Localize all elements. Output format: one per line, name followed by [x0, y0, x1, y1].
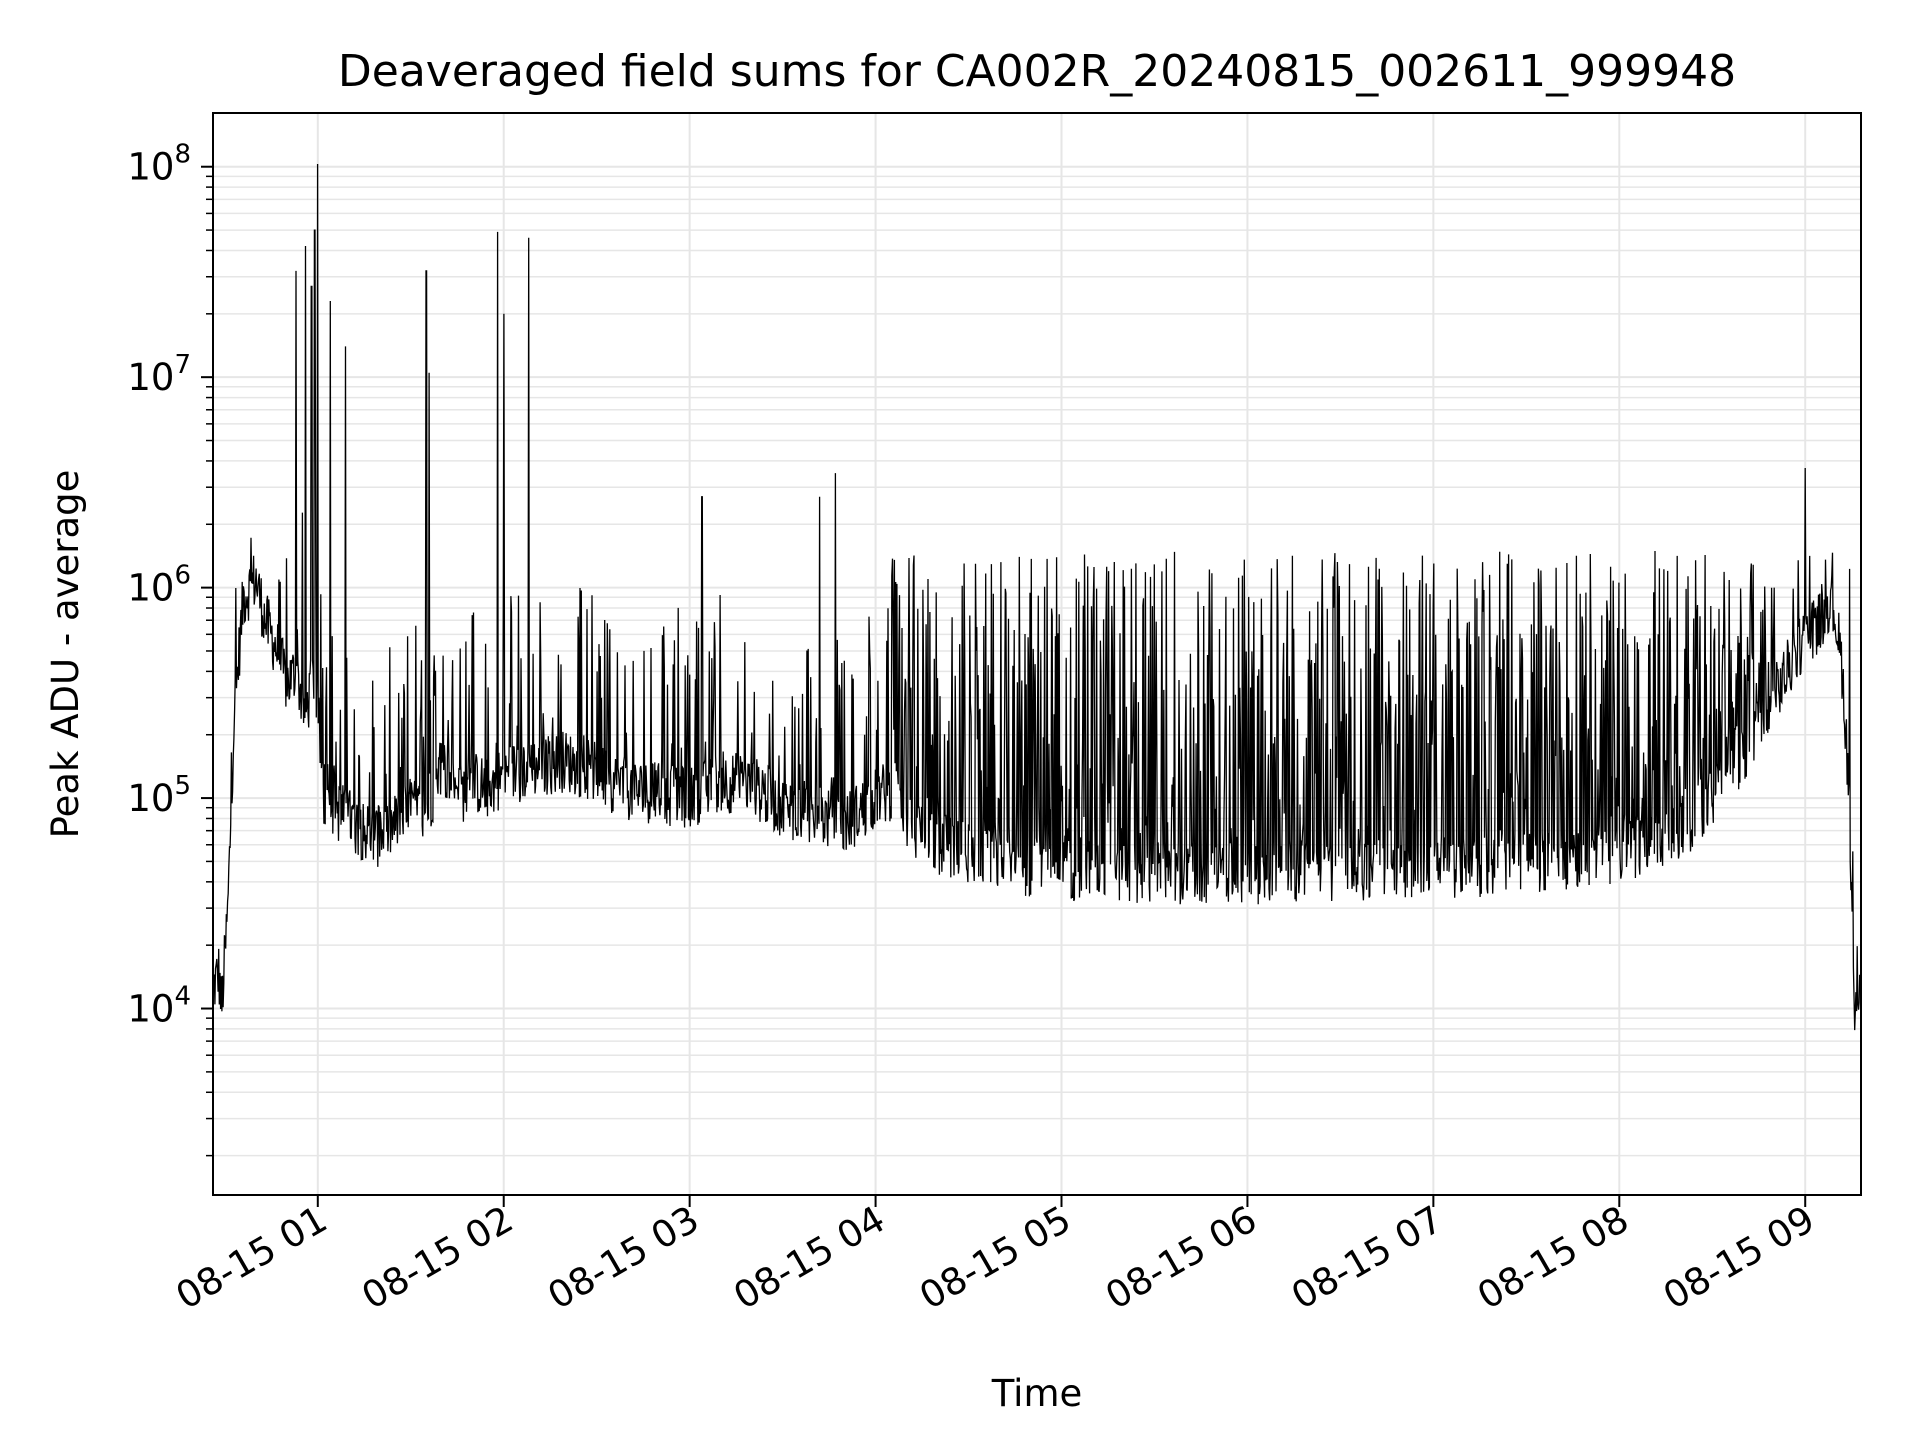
data-line [213, 163, 1861, 1031]
y-axis-label: Peak ADU - average [44, 470, 87, 839]
y-tick-label: 107 [127, 350, 191, 399]
y-tick-label: 106 [127, 561, 191, 610]
y-axis: 104 105 106 107 108 [127, 140, 213, 1157]
x-axis-label: Time [991, 1372, 1083, 1415]
y-tick-label: 108 [127, 140, 191, 189]
plot-frame [212, 112, 1862, 1196]
chart-title: Deaveraged field sums for CA002R_2024081… [338, 46, 1736, 97]
plot-area [213, 163, 1861, 1031]
y-tick-label: 105 [127, 771, 191, 820]
y-tick-label: 104 [127, 982, 191, 1031]
